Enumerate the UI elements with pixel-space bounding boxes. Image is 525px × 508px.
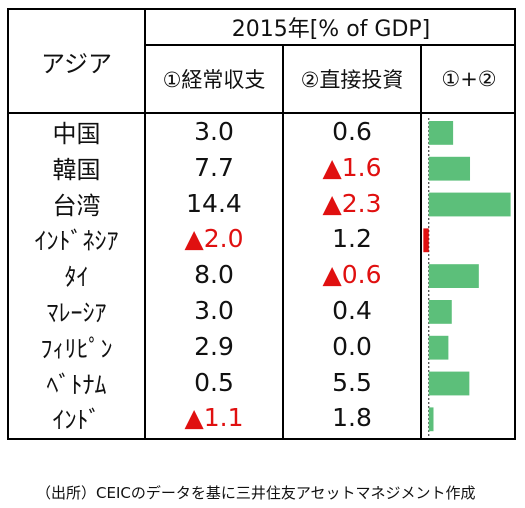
row-country: ｲﾝﾄﾞ xyxy=(52,406,101,435)
divider xyxy=(282,44,284,438)
sum-bar-2 xyxy=(428,156,471,181)
data-table: アジア 2015年[% of GDP] ①経常収支 ②直接投資 ①+② 中国 3.… xyxy=(7,8,516,440)
current-account-header: ①経常収支 xyxy=(162,68,266,92)
source-note: （出所）CEICのデータを基に三井住友アセットマネジメント作成 xyxy=(36,484,476,502)
sum-bar-1 xyxy=(428,121,454,145)
row-country: 中国 xyxy=(52,120,101,148)
row-fdi: 5.5 xyxy=(332,367,372,397)
sum-bar-8 xyxy=(428,371,470,396)
row-current-account: 3.0 xyxy=(194,296,234,325)
sum-bar-7 xyxy=(428,335,449,360)
row-current-account: ▲1.1 xyxy=(184,403,244,433)
period-header: 2015年[% of GDP] xyxy=(231,17,431,42)
row-country: 韓国 xyxy=(52,155,101,184)
row-fdi: ▲1.6 xyxy=(322,152,382,182)
divider xyxy=(9,112,516,114)
row-fdi: 0.6 xyxy=(332,117,372,146)
sum-bar-5 xyxy=(428,264,479,288)
row-fdi: 0.0 xyxy=(332,331,372,361)
divider xyxy=(144,10,146,438)
sum-bar-chart xyxy=(423,118,511,438)
row-current-account: ▲2.0 xyxy=(184,224,244,254)
row-country: ｲﾝﾄﾞﾈｼｱ xyxy=(34,227,119,256)
row-country: ﾌｨﾘﾋﾟﾝ xyxy=(40,334,113,363)
row-fdi: ▲0.6 xyxy=(322,260,382,290)
row-current-account: 3.0 xyxy=(194,117,234,146)
row-country: ﾀｲ xyxy=(64,263,89,292)
row-current-account: 0.5 xyxy=(194,367,234,397)
row-fdi: 1.8 xyxy=(332,403,372,433)
row-current-account: 7.7 xyxy=(194,152,234,182)
row-fdi: 0.4 xyxy=(332,296,372,325)
row-current-account: 14.4 xyxy=(186,188,242,218)
divider xyxy=(420,44,422,438)
sum-header: ①+② xyxy=(441,67,497,91)
row-current-account: 2.9 xyxy=(194,331,234,361)
row-fdi: 1.2 xyxy=(332,224,372,254)
row-fdi: ▲2.3 xyxy=(322,188,382,218)
region-header: アジア xyxy=(40,49,113,78)
sum-bar-9 xyxy=(428,407,434,432)
divider xyxy=(144,44,516,46)
fdi-header: ②直接投資 xyxy=(300,68,404,92)
row-current-account: 8.0 xyxy=(194,260,234,290)
row-country: ﾏﾚｰｼｱ xyxy=(46,299,107,327)
row-country: ﾍﾞﾄﾅﾑ xyxy=(46,370,107,399)
sum-bar-4 xyxy=(423,228,429,253)
row-country: 台湾 xyxy=(52,191,101,220)
sum-bar-3 xyxy=(428,192,511,217)
sum-bar-6 xyxy=(428,300,452,324)
